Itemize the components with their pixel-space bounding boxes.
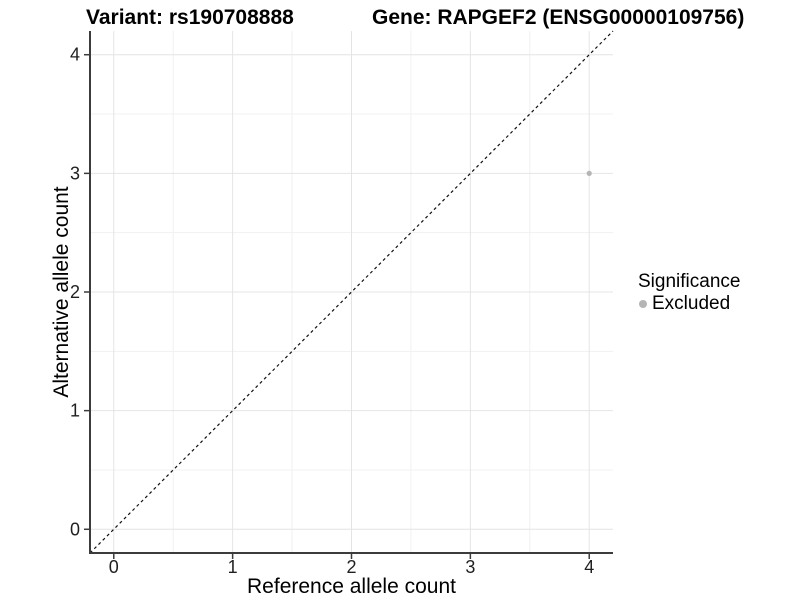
legend-title: Significance [638, 271, 741, 292]
x-tick-label: 3 [465, 557, 475, 577]
x-axis-title: Reference allele count [247, 575, 456, 598]
legend-item-excluded: Excluded [638, 293, 740, 315]
y-tick-label: 1 [70, 401, 80, 421]
legend-point-icon [639, 300, 647, 308]
x-tick-label: 4 [584, 557, 594, 577]
variant-title: Variant: rs190708888 [86, 6, 294, 29]
y-tick-label: 4 [70, 45, 80, 65]
x-tick-label: 1 [228, 557, 238, 577]
y-tick-label: 0 [70, 519, 80, 539]
data-point [586, 170, 592, 176]
x-tick-label: 2 [346, 557, 356, 577]
y-tick-label: 3 [70, 163, 80, 183]
legend: Significance Excluded [638, 271, 740, 315]
y-tick-label: 2 [70, 282, 80, 302]
gene-title: Gene: RAPGEF2 (ENSG00000109756) [372, 6, 745, 29]
x-tick-label: 0 [109, 557, 119, 577]
y-axis-title: Alternative allele count [50, 186, 73, 398]
legend-item-label: Excluded [652, 293, 731, 314]
